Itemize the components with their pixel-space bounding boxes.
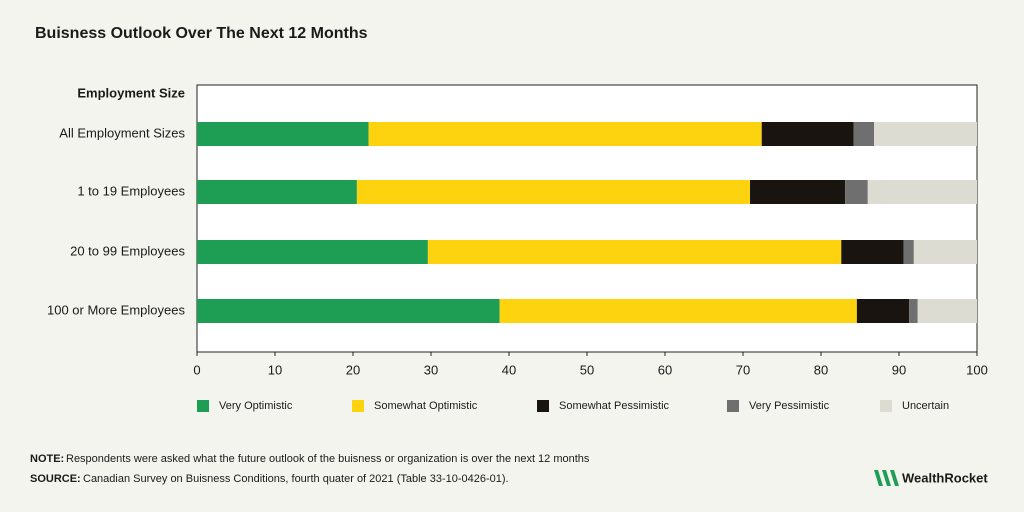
- bar-segment: [197, 299, 500, 323]
- bar-segment: [427, 240, 842, 264]
- bar-segment: [909, 299, 918, 323]
- x-tick-label: 0: [193, 362, 200, 377]
- bar-segment: [499, 299, 857, 323]
- legend-label: Very Optimistic: [219, 400, 293, 412]
- x-tick-label: 90: [892, 362, 906, 377]
- bar-segment: [368, 122, 762, 146]
- bar-segment: [197, 180, 357, 204]
- bar-segment: [761, 122, 854, 146]
- bar-segment: [197, 240, 428, 264]
- x-tick-label: 80: [814, 362, 828, 377]
- brand-logo: WealthRocket: [874, 470, 988, 486]
- source-text: Canadian Survey on Buisness Conditions, …: [83, 473, 509, 485]
- logo-icon: [874, 470, 899, 486]
- brand-name: WealthRocket: [902, 470, 988, 485]
- bar-segment: [750, 180, 846, 204]
- bar-segment: [856, 299, 910, 323]
- y-axis-title: Employment Size: [77, 85, 185, 100]
- legend-label: Very Pessimistic: [749, 400, 830, 412]
- bar-segment: [913, 240, 977, 264]
- x-tick-label: 20: [346, 362, 360, 377]
- x-tick-label: 30: [424, 362, 438, 377]
- x-tick-label: 70: [736, 362, 750, 377]
- x-tick-label: 10: [268, 362, 282, 377]
- legend-swatch: [880, 400, 892, 412]
- note-text: Respondents were asked what the future o…: [66, 453, 590, 465]
- legend-label: Somewhat Optimistic: [374, 400, 478, 412]
- legend-swatch: [537, 400, 549, 412]
- bar-segment: [853, 122, 875, 146]
- bar-segment: [845, 180, 868, 204]
- x-tick-label: 40: [502, 362, 516, 377]
- bar-segment: [903, 240, 914, 264]
- x-tick-label: 100: [966, 362, 988, 377]
- legend-swatch: [197, 400, 209, 412]
- legend-swatch: [727, 400, 739, 412]
- x-tick-label: 60: [658, 362, 672, 377]
- note-label: NOTE:: [30, 453, 64, 465]
- chart-title: Buisness Outlook Over The Next 12 Months: [35, 25, 368, 42]
- bar-segment: [874, 122, 977, 146]
- source-label: SOURCE:: [30, 473, 81, 485]
- bar-segment: [867, 180, 977, 204]
- y-tick-label: 1 to 19 Employees: [77, 183, 185, 198]
- bar-segment: [197, 122, 369, 146]
- bar-segment: [917, 299, 977, 323]
- y-tick-label: 100 or More Employees: [47, 302, 186, 317]
- y-tick-label: 20 to 99 Employees: [70, 243, 185, 258]
- x-tick-label: 50: [580, 362, 594, 377]
- legend-label: Uncertain: [902, 400, 949, 412]
- legend-label: Somewhat Pessimistic: [559, 400, 670, 412]
- bar-segment: [841, 240, 904, 264]
- bar-segment: [356, 180, 751, 204]
- legend-swatch: [352, 400, 364, 412]
- y-tick-label: All Employment Sizes: [59, 125, 185, 140]
